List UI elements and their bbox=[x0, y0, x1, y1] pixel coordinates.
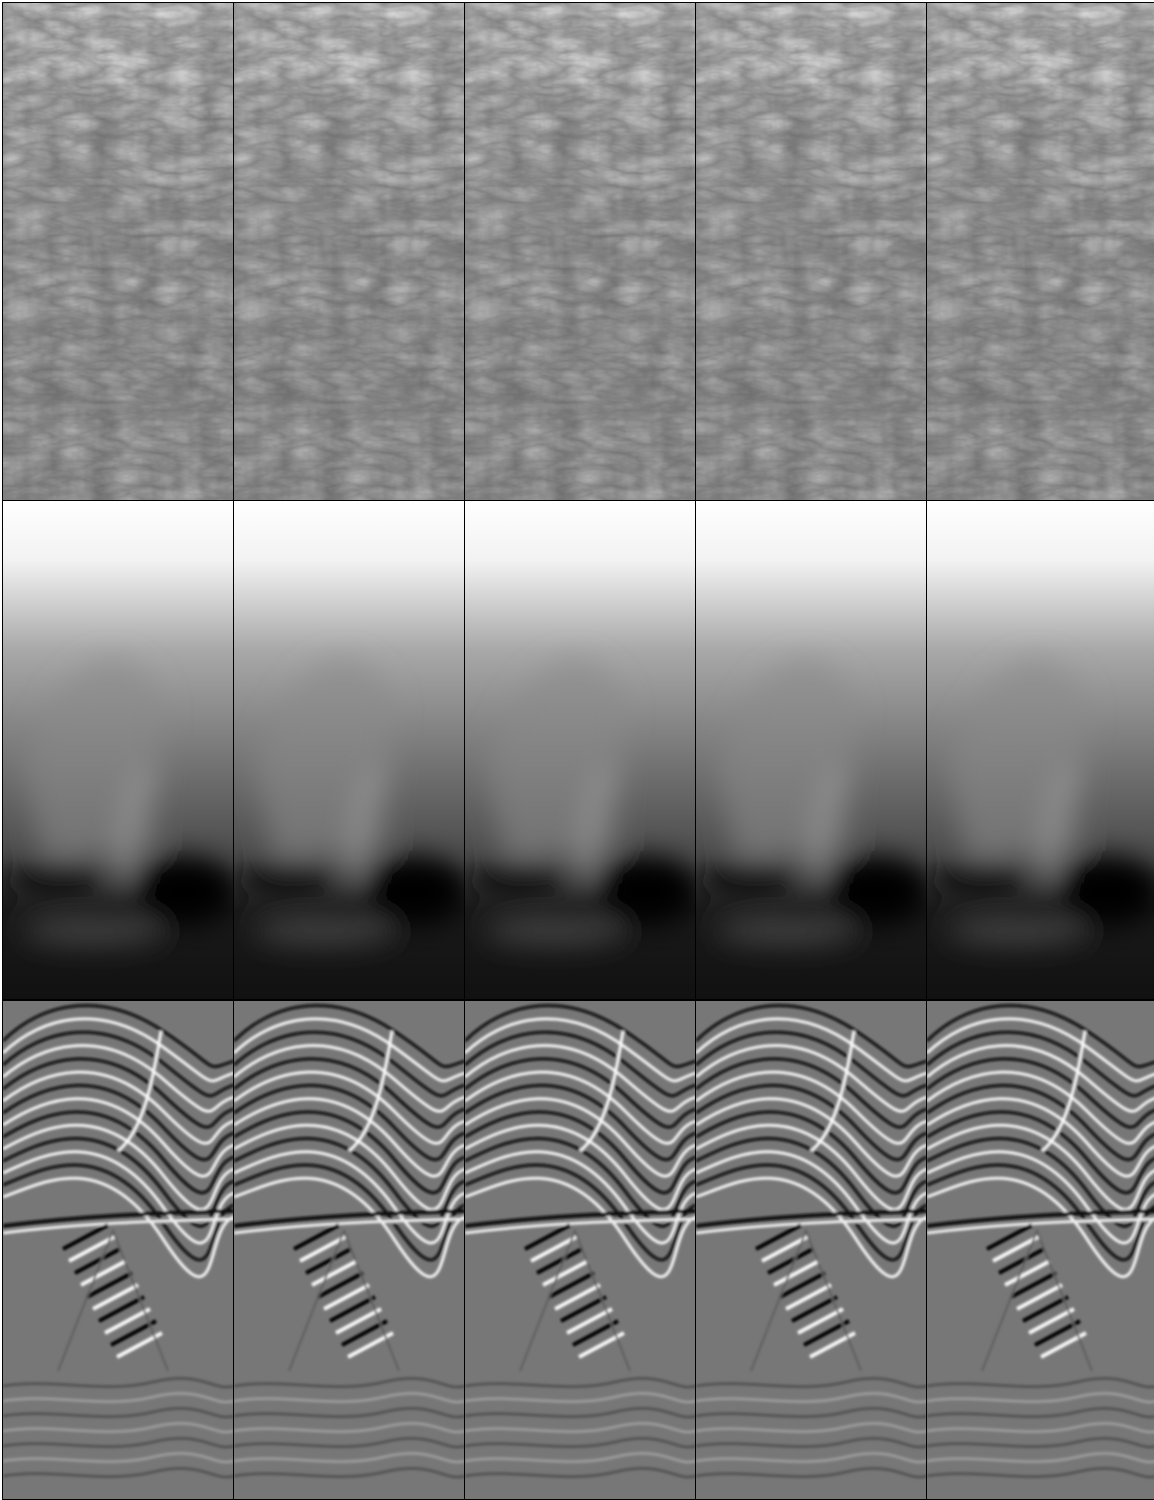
image-panel bbox=[465, 1001, 696, 1499]
image-panel bbox=[465, 501, 700, 999]
image-panel bbox=[927, 501, 1154, 999]
image-panel bbox=[696, 0, 927, 501]
image-panel bbox=[927, 0, 1154, 501]
image-panel bbox=[696, 501, 931, 999]
image-panel bbox=[234, 501, 469, 999]
image-panel bbox=[465, 0, 696, 501]
image-panel bbox=[927, 1001, 1154, 1499]
page: (() => { const svg = document.getElement… bbox=[0, 0, 1154, 1500]
image-panel bbox=[234, 0, 465, 501]
image-panel bbox=[3, 1001, 234, 1499]
image-panel bbox=[3, 501, 238, 999]
image-panel bbox=[696, 1001, 927, 1499]
panels bbox=[3, 0, 1154, 1500]
image-panel bbox=[234, 1001, 465, 1499]
image-panel bbox=[3, 0, 234, 501]
image-grid bbox=[0, 0, 1154, 1500]
